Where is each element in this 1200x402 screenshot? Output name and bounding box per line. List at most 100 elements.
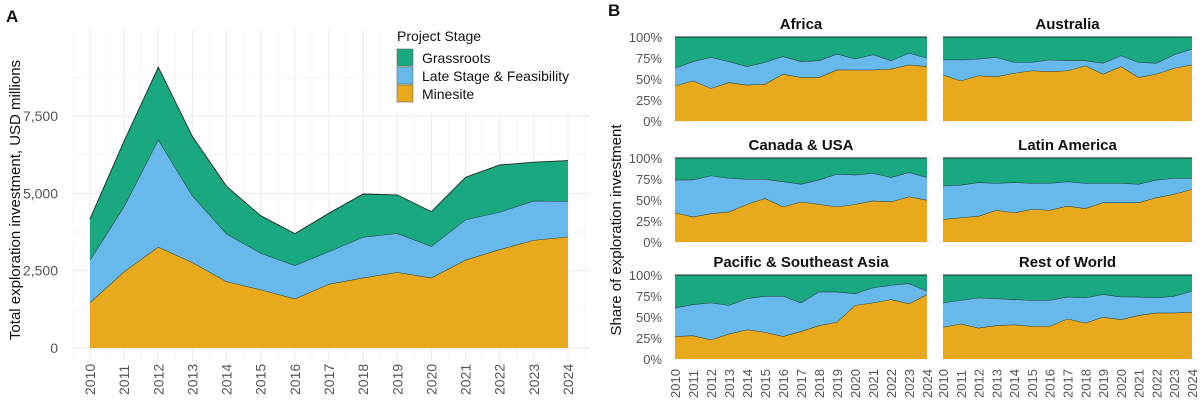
y-tick-label: 50% [636,193,662,208]
y-tick-label: 25% [636,331,662,346]
legend-title: Project Stage [397,28,481,44]
area-minesite [943,189,1192,242]
x-tick-label: 2018 [1078,369,1093,398]
area-minesite [90,236,568,348]
legend-background [392,22,592,112]
area-grassroots [675,37,927,69]
panel-a: A 0 2,500 5,000 7,500 2010 2011 2012 2013 2014 201… [6,7,592,395]
area-minesite [675,294,927,359]
facet-canada-usa: Canada & USA 0% 25% 50% 75% 100% [629,137,931,250]
x-tick-label: 2015 [1025,369,1040,398]
x-tick-label: 2010 [82,364,98,395]
panel-b: B Share of exploration investment Africa 0%… [608,1,1200,398]
legend-label-late-stage-feasibility: Late Stage & Feasibility [422,68,569,84]
x-tick-label: 2016 [1043,369,1058,398]
area-minesite [943,312,1192,359]
y-tick-label: 100% [629,151,663,166]
x-tick-label: 2021 [458,364,474,395]
y-tick-label: 75% [636,289,662,304]
area-grassroots [943,158,1192,186]
facet-africa: Africa 0% 25% 50% 75% 100% [629,16,931,129]
area-late-stage-feasibility [675,53,927,89]
area-grassroots [943,37,1192,63]
x-tick-label: 2022 [492,364,508,395]
y-tick-label: 100% [629,268,663,283]
y-axis-title: Total exploration investment, USD millio… [7,60,24,340]
legend-key-grassroots [396,48,414,67]
x-tick-label: 2010 [668,369,683,398]
x-tick-label: 2013 [989,369,1004,398]
facet-title: Pacific & Southeast Asia [713,254,889,271]
facet-title: Rest of World [1019,254,1116,271]
area-minesite [943,64,1192,121]
x-tick-label: 2023 [1167,369,1182,398]
y-tick-label: 0% [643,235,662,250]
x-tick-label: 2016 [776,369,791,398]
facet-title: Australia [1035,16,1100,33]
x-tick-label: 2012 [704,369,719,398]
x-tick-label: 2024 [920,369,935,398]
x-tick-label: 2018 [355,364,371,395]
x-tick-label: 2019 [1096,369,1111,398]
y-tick-label: 0 [50,340,58,356]
facet-latin-america: Latin America [939,137,1196,243]
x-tick-label: 2014 [219,364,235,395]
legend-key-minesite [396,84,414,103]
x-tick-label: 2011 [954,370,969,398]
x-tick-label: 2011 [116,365,132,395]
x-tick-label: 2017 [321,364,337,395]
area-grassroots [675,158,927,184]
x-tick-label: 2015 [253,364,269,395]
y-tick-label: 0% [643,352,662,367]
y-tick-label: 7,500 [23,108,58,124]
facet-title: Canada & USA [748,137,853,154]
line-grassroots [89,66,569,235]
facet-title: Latin America [1018,137,1117,154]
y-tick-label: 75% [636,51,662,66]
area-late-stage-feasibility [90,139,568,303]
area-late-stage-feasibility [675,172,927,217]
y-tick-label: 2,500 [23,263,58,279]
x-tick-label: 2018 [812,369,827,398]
area-minesite [675,196,927,242]
x-tick-label: 2021 [1132,369,1147,398]
x-tick-label: 2023 [902,369,917,398]
area-late-stage-feasibility [943,291,1192,328]
x-tick-label: 2012 [150,364,166,395]
x-tick-label: 2023 [526,364,542,395]
panel-label-b: B [608,1,620,20]
x-tick-label: 2010 [936,369,951,398]
x-tick-label: 2020 [848,369,863,398]
x-tick-label: 2015 [758,369,773,398]
x-tick-label: 2022 [1149,369,1164,398]
y-tick-label: 100% [629,30,663,45]
x-tick-label: 2013 [184,364,200,395]
x-tick-label: 2017 [794,369,809,398]
x-tick-label: 2016 [287,364,303,395]
legend-label-minesite: Minesite [422,86,474,102]
facet-pacific-southeast-asia: Pacific & Southeast Asia 0% 25% 50% 75% 100% 2… [629,254,935,398]
legend-key-late-stage-feasibility [396,66,414,85]
y-tick-label: 0% [643,114,662,129]
area-minesite [675,64,927,121]
x-tick-label: 2022 [884,369,899,398]
y-tick-label: 25% [636,93,662,108]
area-late-stage-feasibility [675,283,927,340]
x-tick-label: 2024 [560,364,576,395]
area-late-stage-feasibility [943,48,1192,81]
x-tick-label: 2014 [740,369,755,398]
x-tick-label: 2021 [866,369,881,398]
x-tick-label: 2012 [972,369,987,398]
x-tick-label: 2024 [1185,369,1200,398]
y-tick-label: 50% [636,72,662,87]
y-tick-label: 25% [636,214,662,229]
x-tick-label: 2020 [423,364,439,395]
x-tick-label: 2011 [686,370,701,398]
x-tick-label: 2019 [830,369,845,398]
x-tick-label: 2014 [1007,369,1022,398]
x-tick-label: 2019 [389,364,405,395]
y-tick-label: 75% [636,172,662,187]
y-axis-title: Share of exploration investment [608,124,625,336]
